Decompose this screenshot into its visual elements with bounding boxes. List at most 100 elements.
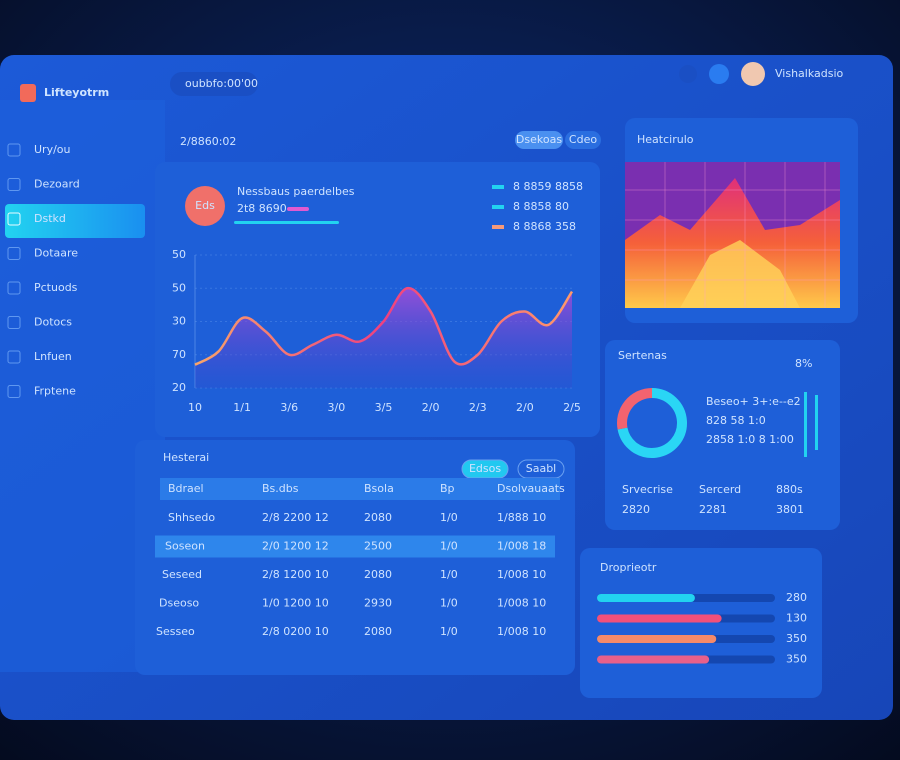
column-header: Bsola	[364, 482, 394, 495]
legend-line: 828 58 1:0	[706, 414, 766, 427]
stat-value: 2281	[699, 503, 727, 516]
nav-icon	[7, 143, 21, 157]
tab[interactable]	[515, 131, 563, 149]
cell: 1/0	[440, 540, 458, 553]
search-box[interactable]	[170, 72, 258, 96]
x-tick-label: 2/3	[469, 401, 487, 414]
line	[194, 286, 574, 366]
nav-icon	[7, 281, 21, 295]
cell: 2930	[364, 597, 392, 610]
y-tick-label: 50	[172, 281, 186, 294]
line-area	[195, 288, 572, 388]
y-tick-label: 30	[172, 315, 186, 328]
progress-label: 130	[786, 612, 807, 625]
logo-icon	[20, 84, 36, 102]
y-tick-label: 50	[172, 248, 186, 261]
cell: 2080	[364, 625, 392, 638]
legend-line: Beseo+ 3+:e--e2	[706, 395, 801, 408]
cell: 2080	[364, 511, 392, 524]
cell: 1/008 10	[497, 625, 546, 638]
accent-bar	[287, 207, 309, 211]
panel-title: Hesterai	[163, 451, 209, 464]
side-indicator	[804, 392, 807, 457]
cell: Seseed	[162, 568, 202, 581]
nav-icon	[7, 385, 21, 398]
badge	[185, 186, 225, 226]
progress-label: 350	[786, 653, 807, 666]
nav-icon	[7, 247, 21, 260]
tab[interactable]	[565, 131, 601, 149]
badge-label: Eds	[195, 199, 215, 212]
progress-bar	[597, 655, 710, 664]
y-tick-label: 70	[172, 348, 186, 361]
x-tick-label: 2/5	[563, 401, 581, 414]
legend-label: 8 8858 80	[513, 200, 569, 213]
cell: 1/008 10	[497, 597, 546, 610]
nav-icon	[7, 350, 21, 364]
cell: 1/888 10	[497, 511, 546, 524]
legend-swatch	[492, 205, 504, 209]
legend-label: 8 8868 358	[513, 220, 576, 233]
stat-label: Sercerd	[699, 483, 741, 496]
panel-title: Sertenas	[618, 349, 667, 362]
heatmap-shape	[625, 178, 840, 308]
legend-label: 8 8859 8858	[513, 180, 583, 193]
accent-bar	[234, 221, 339, 224]
lock-icon[interactable]	[679, 65, 697, 83]
panel-title: Heatcirulo	[637, 133, 694, 146]
stat-value: 3801	[776, 503, 804, 516]
avatar[interactable]	[741, 62, 765, 86]
headline: Nessbaus paerdelbes	[237, 185, 355, 198]
column-header: Bp	[440, 482, 455, 495]
cell: 2500	[364, 540, 392, 553]
progress-label: 280	[786, 591, 807, 604]
cell: 2080	[364, 568, 392, 581]
x-tick-label: 3/0	[328, 401, 346, 414]
row-highlight	[155, 535, 555, 558]
column-header: Bs.dbs	[262, 482, 299, 495]
cell: 2/8 1200 10	[262, 568, 329, 581]
logo-text: Lifteyotrm	[44, 86, 109, 99]
cell: 1/0	[440, 511, 458, 524]
progress-bar	[597, 594, 695, 602]
side-indicator	[815, 395, 818, 450]
page-title: 2/8860:02	[180, 135, 236, 148]
notification-icon[interactable]	[709, 64, 729, 84]
nav-icon	[7, 212, 21, 226]
cell: 2/8 2200 12	[262, 511, 329, 524]
content: Lifteyotrm oubbfo:00'00 Vishalkadsio Ury/ou…	[7, 67, 844, 666]
progress-label: 350	[786, 632, 807, 645]
x-tick-label: 1/1	[233, 401, 251, 414]
cell: 2/8 0200 10	[262, 625, 329, 638]
legend-swatch	[492, 185, 504, 189]
button-label: Edsos	[469, 462, 501, 475]
stat-label: 880s	[776, 483, 803, 496]
nav-item: Dotaare	[34, 247, 78, 260]
x-tick-label: 2/0	[422, 401, 440, 414]
x-tick-label: 2/0	[516, 401, 534, 414]
column-header: Dsolvauaats	[497, 482, 565, 495]
nav-item: Dstkd	[34, 212, 66, 225]
tab-label: Cdeo	[569, 133, 597, 146]
legend-swatch	[492, 225, 504, 229]
progress-bar	[597, 635, 717, 643]
nav-icon	[7, 316, 21, 329]
cell: 1/008 10	[497, 568, 546, 581]
subline: 2t8 8690	[237, 202, 287, 215]
nav-icon	[7, 178, 21, 191]
nav-item: Frptene	[34, 385, 76, 398]
panel-title: Droprieotr	[600, 561, 657, 574]
x-tick-label: 3/6	[280, 401, 298, 414]
panel-corner: 8%	[795, 357, 812, 370]
button-label: Saabl	[526, 462, 557, 475]
nav-item: Ury/ou	[34, 143, 71, 156]
cell: 1/0	[440, 597, 458, 610]
column-header: Bdrael	[168, 482, 204, 495]
heatmap-grid	[625, 162, 840, 308]
cell: 1/0	[440, 568, 458, 581]
donut-slice	[617, 388, 653, 430]
donut-slice	[617, 388, 687, 458]
nav-item: Dezoard	[34, 178, 80, 191]
search-text: oubbfo:00'00	[185, 77, 258, 90]
